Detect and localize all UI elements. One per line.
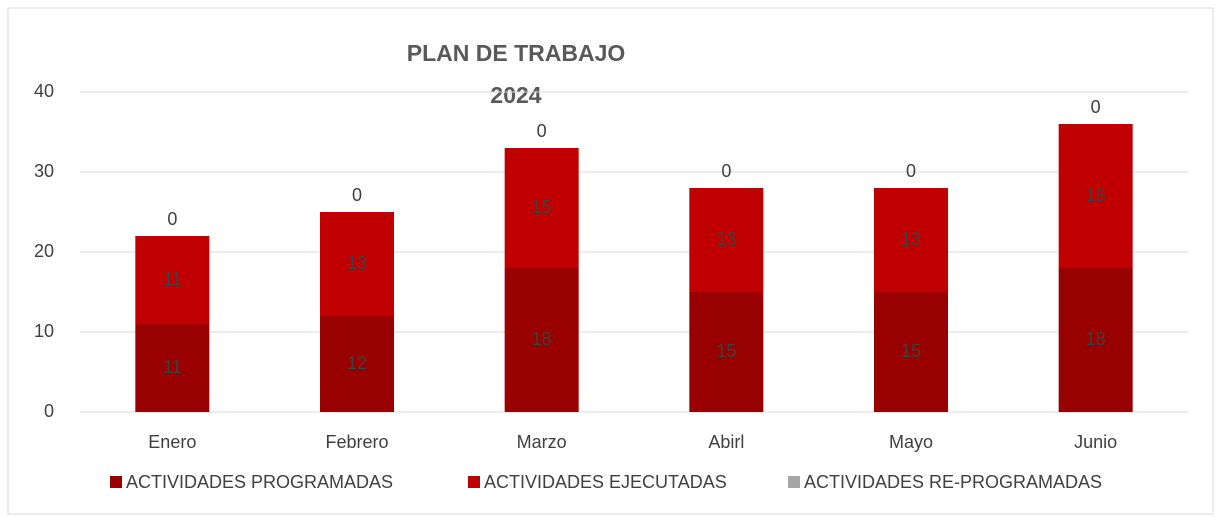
data-label: 18 [1086, 185, 1106, 205]
x-tick-label: Abirl [708, 432, 744, 452]
bar-segment [874, 292, 948, 412]
x-tick-label: Mayo [889, 432, 933, 452]
bar-segment [1058, 124, 1133, 268]
y-tick-label: 30 [34, 161, 54, 181]
chart-title: PLAN DE TRABAJO [407, 40, 626, 66]
bar-segment [689, 292, 764, 412]
data-label: 13 [347, 253, 367, 273]
x-tick-label: Febrero [325, 432, 388, 452]
x-tick-label: Enero [148, 432, 196, 452]
data-label: 15 [716, 341, 736, 361]
chart-subtitle: 2024 [490, 82, 541, 108]
data-label: 18 [532, 329, 552, 349]
bar-segment [135, 236, 210, 324]
y-tick-label: 40 [34, 81, 54, 101]
bar-segment [874, 188, 948, 292]
legend-label: ACTIVIDADES EJECUTADAS [484, 472, 727, 492]
bar-segment [320, 212, 394, 316]
data-label: 18 [1086, 329, 1106, 349]
data-label: 15 [532, 197, 552, 217]
data-label: 11 [163, 269, 182, 289]
x-tick-label: Marzo [517, 432, 567, 452]
data-label: 0 [352, 185, 362, 205]
bar-segment [504, 148, 579, 268]
bar-segment [689, 188, 764, 292]
legend-swatch [468, 476, 480, 488]
legend-label: ACTIVIDADES PROGRAMADAS [126, 472, 393, 492]
data-label: 12 [347, 353, 367, 373]
data-label: 15 [901, 341, 921, 361]
data-label: 0 [167, 209, 177, 229]
bar-segment [1058, 268, 1133, 412]
data-label: 0 [906, 161, 916, 181]
data-label: 0 [537, 121, 547, 141]
x-tick-label: Junio [1074, 432, 1117, 452]
bar-segment [504, 268, 579, 412]
bar-segment [135, 324, 210, 412]
data-label: 0 [721, 161, 731, 181]
legend-swatch [788, 476, 800, 488]
legend-label: ACTIVIDADES RE-PROGRAMADAS [804, 472, 1102, 492]
data-label: 13 [901, 229, 921, 249]
bar-segment [320, 316, 394, 412]
y-tick-label: 20 [34, 241, 54, 261]
data-label: 13 [716, 229, 736, 249]
data-label: 11 [163, 357, 182, 377]
data-label: 0 [1091, 97, 1101, 117]
legend-swatch [110, 476, 122, 488]
y-tick-label: 10 [34, 321, 54, 341]
y-tick-label: 0 [44, 401, 54, 421]
